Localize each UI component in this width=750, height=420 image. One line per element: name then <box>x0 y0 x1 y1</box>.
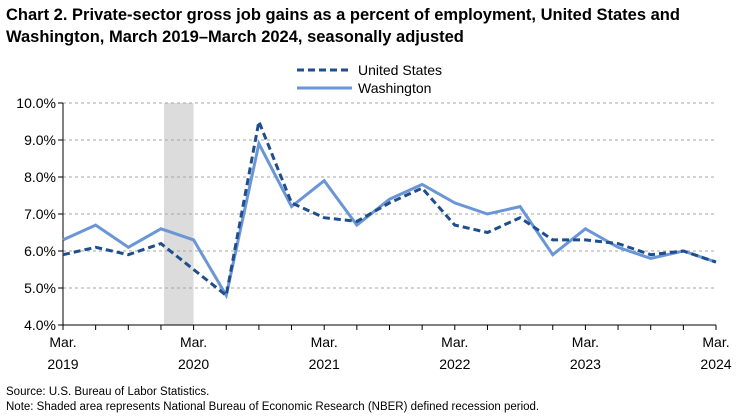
y-tick-label: 6.0% <box>24 243 56 259</box>
series-line-united-states <box>62 116 717 299</box>
y-tick-label: 5.0% <box>24 280 56 296</box>
x-tick-label-month: Mar. <box>180 334 207 350</box>
x-tick-label-year: 2024 <box>700 356 731 372</box>
series-lines <box>62 116 717 300</box>
x-tick-label-year: 2023 <box>570 356 601 372</box>
footnote: Note: Shaded area represents National Bu… <box>6 401 540 413</box>
y-tick-label: 10.0% <box>16 95 56 111</box>
gridlines <box>63 102 716 289</box>
x-tick-label-year: 2019 <box>47 356 78 372</box>
y-tick-label: 9.0% <box>24 132 56 148</box>
legend-label-united-states: United States <box>358 62 442 78</box>
legend-label-washington: Washington <box>358 80 431 96</box>
y-tick-label: 8.0% <box>24 169 56 185</box>
y-tick-label: 7.0% <box>24 206 56 222</box>
x-tick-label-month: Mar. <box>441 334 468 350</box>
source-note: Source: U.S. Bureau of Labor Statistics. <box>6 386 210 398</box>
x-tick-label-month: Mar. <box>49 334 76 350</box>
x-tick-label-month: Mar. <box>572 334 599 350</box>
x-tick-label-month: Mar. <box>311 334 338 350</box>
y-tick-label: 4.0% <box>24 317 56 333</box>
y-axis-ticks: 4.0% 5.0% 6.0% 7.0% 8.0% 9.0% 10.0% <box>16 95 63 333</box>
x-tick-label-year: 2020 <box>178 356 209 372</box>
x-tick-label-month: Mar. <box>702 334 729 350</box>
legend: United States Washington <box>297 62 442 96</box>
series-line-washington <box>62 139 717 300</box>
x-tick-label-year: 2022 <box>439 356 470 372</box>
chart-title: Chart 2. Private-sector gross job gains … <box>6 6 680 46</box>
x-axis-ticks: Mar. 2019 Mar. 2020 Mar. 2021 Mar. 2022 Mar. 2023… <box>47 325 732 372</box>
x-tick-label-year: 2021 <box>309 356 340 372</box>
